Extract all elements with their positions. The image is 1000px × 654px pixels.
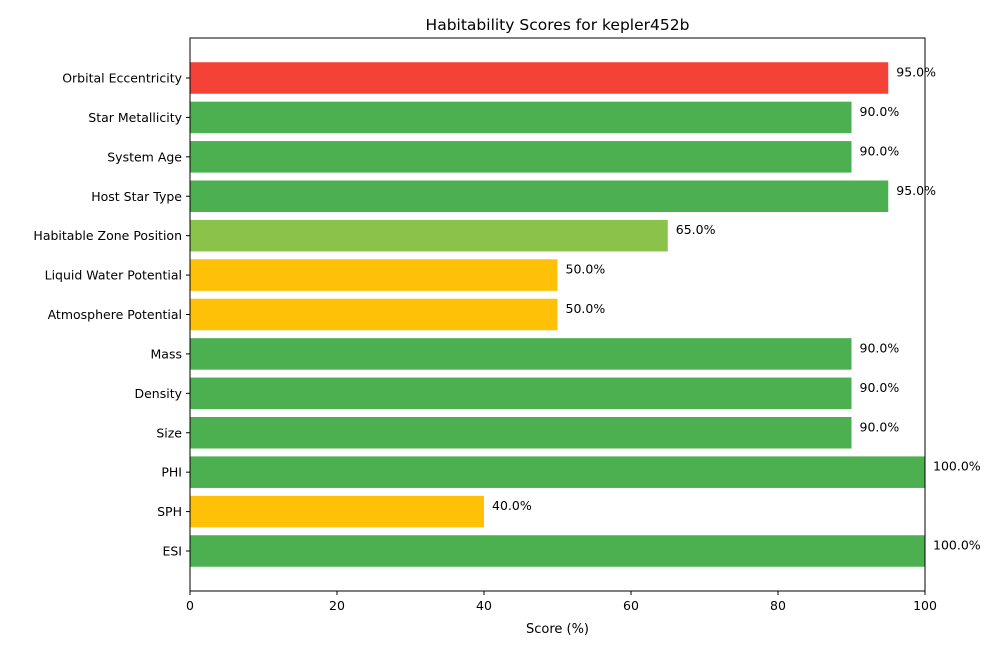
x-tick-label: 80: [770, 598, 786, 613]
bar-esi: [190, 535, 925, 567]
value-label-star-metallicity: 90.0%: [860, 104, 900, 119]
value-label-size: 90.0%: [860, 419, 900, 434]
bar-star-metallicity: [190, 101, 852, 134]
x-tick-label: 40: [476, 598, 492, 613]
bar-sph: [190, 495, 484, 528]
y-tick-label: Orbital Eccentricity: [62, 71, 182, 86]
y-tick-label: Host Star Type: [91, 189, 182, 204]
x-tick-label: 0: [186, 598, 194, 613]
x-tick-label: 20: [329, 598, 345, 613]
value-label-liquid-water-potential: 50.0%: [566, 262, 606, 277]
bar-system-age: [190, 141, 852, 173]
bar-size: [190, 416, 852, 449]
bar-phi: [190, 456, 925, 488]
value-label-mass: 90.0%: [860, 340, 900, 355]
bar-orbital-eccentricity: [190, 62, 889, 94]
y-tick-label: SPH: [157, 504, 182, 519]
bar-atmosphere-potential: [190, 298, 558, 331]
value-label-orbital-eccentricity: 95.0%: [896, 65, 936, 80]
bar-liquid-water-potential: [190, 259, 558, 291]
value-label-sph: 40.0%: [492, 498, 532, 513]
bars-layer: [190, 62, 925, 567]
value-label-atmosphere-potential: 50.0%: [566, 301, 606, 316]
value-label-system-age: 90.0%: [860, 143, 900, 158]
x-tick-label: 60: [623, 598, 639, 613]
x-axis-ticks: 0 20 40 60 80 100: [186, 591, 937, 613]
y-tick-label: Liquid Water Potential: [45, 268, 182, 283]
value-label-density: 90.0%: [860, 380, 900, 395]
bar-habitable-zone-position: [190, 219, 668, 252]
x-axis-title: Score (%): [526, 622, 589, 637]
bar-density: [190, 377, 852, 410]
value-label-habitable-zone-position: 65.0%: [676, 222, 716, 237]
y-tick-label: PHI: [161, 465, 182, 480]
bar-host-star-type: [190, 180, 889, 213]
y-tick-label: ESI: [162, 544, 182, 559]
x-tick-label: 100: [913, 598, 937, 613]
y-tick-label: Mass: [151, 346, 182, 361]
value-labels: 100.0% 40.0% 100.0% 90.0% 90.0% 90.0% 50.0% 50.…: [492, 65, 981, 553]
bar-mass: [190, 338, 852, 370]
chart-title: Habitability Scores for kepler452b: [426, 16, 690, 34]
y-tick-label: Density: [134, 386, 182, 401]
y-tick-label: Size: [156, 425, 182, 440]
value-label-phi: 100.0%: [933, 459, 981, 474]
plot-frame: [189, 37, 926, 592]
y-tick-label: System Age: [107, 149, 182, 164]
y-tick-label: Star Metallicity: [88, 110, 182, 125]
y-tick-labels: ESI SPH PHI Size Density Mass Atmosphere Poten…: [33, 71, 190, 559]
y-tick-label: Habitable Zone Position: [33, 228, 182, 243]
y-tick-label: Atmosphere Potential: [48, 307, 182, 322]
value-label-esi: 100.0%: [933, 538, 981, 553]
value-label-host-star-type: 95.0%: [896, 183, 936, 198]
